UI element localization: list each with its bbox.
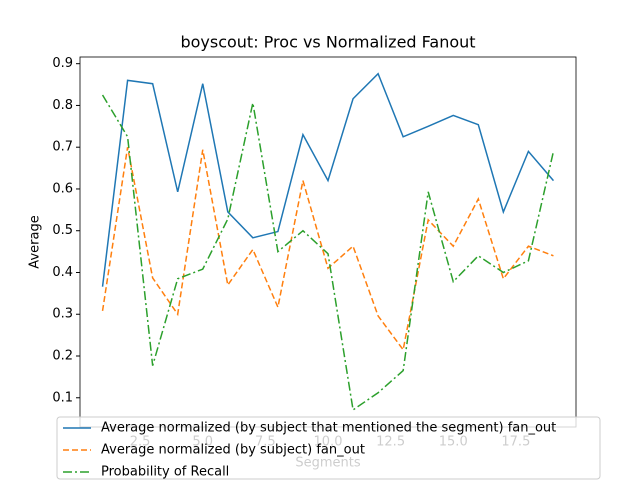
legend-label: Average normalized (by subject that ment… bbox=[101, 421, 556, 436]
y-tick-label: 0.3 bbox=[52, 307, 73, 322]
chart-title: boyscout: Proc vs Normalized Fanout bbox=[180, 33, 475, 52]
y-tick-label: 0.1 bbox=[52, 390, 73, 405]
y-tick-label: 0.6 bbox=[52, 181, 73, 196]
series-line bbox=[101, 147, 554, 352]
y-tick-label: 0.5 bbox=[52, 223, 73, 238]
legend-box bbox=[56, 416, 601, 480]
legend: Average normalized (by subject that ment… bbox=[56, 416, 601, 480]
series-line bbox=[101, 72, 555, 287]
y-tick-label: 0.7 bbox=[52, 140, 73, 155]
y-tick-label: 0.4 bbox=[52, 265, 73, 280]
y-tick-label: 0.8 bbox=[52, 98, 73, 113]
legend-label: Average normalized (by subject) fan_out bbox=[101, 443, 365, 458]
y-tick-label: 0.9 bbox=[52, 56, 73, 71]
y-axis-label: Average bbox=[28, 215, 43, 268]
legend-label: Probability of Recall bbox=[101, 465, 229, 480]
series-line bbox=[101, 94, 555, 412]
y-tick-label: 0.2 bbox=[52, 349, 73, 364]
